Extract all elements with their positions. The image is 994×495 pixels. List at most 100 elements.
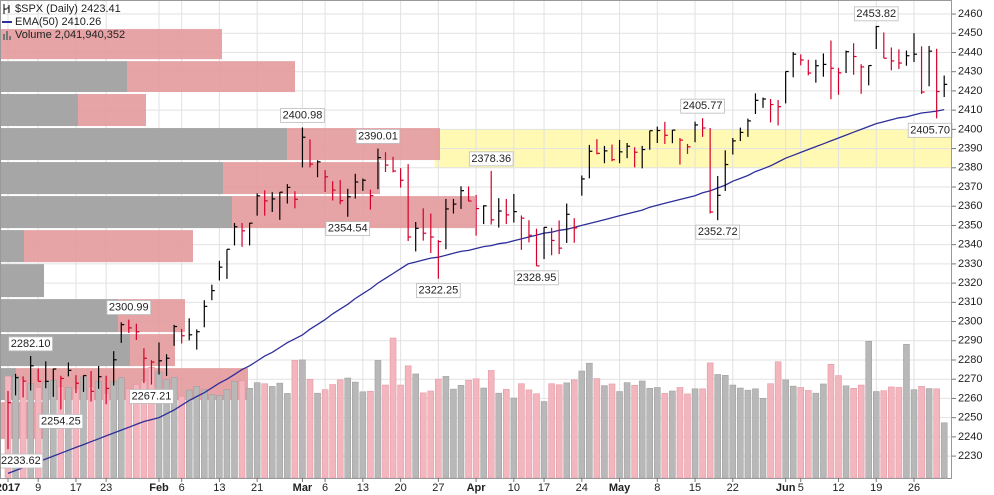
- x-tick-label: 2017: [0, 482, 20, 494]
- profile-down: [78, 94, 146, 127]
- volume-bar: [676, 387, 684, 479]
- annotation-label: 2352.72: [698, 226, 738, 238]
- volume-bar: [412, 373, 419, 479]
- x-tick-label: 23: [100, 482, 112, 494]
- volume-bar: [404, 365, 412, 479]
- volume-bar: [246, 388, 253, 479]
- y-tick-label: 2410: [958, 104, 982, 116]
- volume-bar: [216, 395, 223, 479]
- annotation-box: [680, 98, 725, 114]
- annotation-label: 2405.77: [683, 100, 723, 112]
- y-tick-label: 2380: [958, 162, 982, 174]
- x-tick-label: 5: [798, 482, 804, 494]
- volume-bar: [72, 388, 80, 479]
- volume-bar: [691, 388, 699, 479]
- volume-bar: [185, 389, 193, 479]
- legend-label: Volume 2,041,940,352: [15, 29, 125, 41]
- y-tick-label: 2440: [958, 46, 982, 58]
- volume-bar: [774, 361, 782, 479]
- volume-bar: [231, 380, 238, 479]
- y-tick-label: 2330: [958, 258, 982, 270]
- volume-bar: [65, 387, 72, 479]
- volume-bar: [571, 379, 578, 479]
- legend-label: $SPX (Daily) 2423.41: [15, 3, 121, 15]
- y-tick-label: 2400: [958, 123, 982, 135]
- y-tick-label: 2370: [958, 181, 982, 193]
- profile-up: [0, 299, 118, 333]
- volume-bar: [450, 388, 457, 479]
- volume-bar: [940, 422, 948, 479]
- volume-bar: [540, 401, 548, 479]
- x-tick-label: Feb: [149, 482, 169, 494]
- x-tick-label: 26: [908, 482, 920, 494]
- volume-bar: [397, 384, 404, 479]
- profile-up: [0, 94, 78, 127]
- y-tick-label: 2250: [958, 412, 982, 424]
- volume-bar: [601, 385, 608, 479]
- annotation-box: [280, 107, 325, 123]
- volume-bar: [487, 370, 495, 479]
- volume-bar: [238, 380, 246, 479]
- annotation-box: [695, 224, 740, 240]
- volume-bar: [729, 384, 737, 479]
- volume-bar: [457, 385, 465, 479]
- volume-bar: [631, 385, 638, 479]
- y-tick-label: 2270: [958, 373, 982, 385]
- annotation-box: [514, 270, 559, 286]
- volume-bar: [495, 392, 502, 479]
- volume-bar: [737, 387, 744, 479]
- volume-bar: [503, 389, 510, 479]
- volume-bar: [895, 387, 903, 479]
- line-layer: [7, 108, 945, 475]
- profile-up: [0, 264, 44, 298]
- x-tick-label: 19: [870, 482, 882, 494]
- volume-bar: [903, 343, 910, 479]
- volume-bar: [555, 384, 563, 479]
- y-tick-label: 2320: [958, 277, 982, 289]
- x-tick-label: 6: [179, 482, 185, 494]
- volume-bar: [276, 382, 284, 479]
- volume-bar: [638, 380, 646, 479]
- legend-label: EMA(50) 2410.26: [15, 16, 101, 28]
- volume-bar: [767, 383, 774, 479]
- volume-bar: [389, 337, 397, 479]
- volume-bar: [352, 381, 359, 479]
- x-tick-label: 27: [432, 482, 444, 494]
- profile-down: [127, 61, 295, 93]
- volume-bar: [253, 382, 261, 479]
- annotation-label: 2282.10: [11, 338, 51, 350]
- volume-bar: [616, 391, 623, 479]
- x-tick-label: May: [609, 482, 631, 494]
- annotation-box: [0, 453, 44, 469]
- profile-down: [0, 29, 222, 60]
- volume-bar: [805, 390, 812, 479]
- y-tick-label: 2340: [958, 239, 982, 251]
- volume-bar: [533, 393, 540, 479]
- annotation-label: 2378.36: [471, 153, 511, 165]
- volume-bar: [269, 386, 276, 479]
- volume-bar: [925, 388, 933, 479]
- x-tick-label: 10: [508, 482, 520, 494]
- y-tick-label: 2290: [958, 335, 982, 347]
- volume-bar: [873, 391, 880, 479]
- profile-up: [0, 162, 223, 195]
- volume-bar: [812, 392, 820, 479]
- x-tick-label: 24: [576, 482, 588, 494]
- annotation-box: [129, 389, 174, 404]
- annotation-box: [325, 221, 371, 237]
- volume-bar: [382, 384, 389, 479]
- volume-bar: [578, 370, 586, 479]
- annotation-label: 2405.70: [910, 124, 950, 136]
- volume-bar: [42, 381, 49, 479]
- profile-up: [0, 128, 287, 161]
- annotation-label: 2300.99: [109, 302, 149, 314]
- annotation-box: [355, 129, 401, 144]
- x-tick-label: 20: [394, 482, 406, 494]
- volume-bar: [654, 387, 661, 479]
- volume-bar: [623, 382, 631, 479]
- volume-bar: [661, 393, 669, 479]
- volume-bar: [178, 396, 185, 479]
